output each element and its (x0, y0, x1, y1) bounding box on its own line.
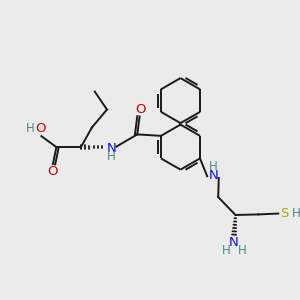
Text: N: N (229, 236, 239, 249)
Text: N: N (106, 142, 116, 155)
Text: O: O (47, 165, 58, 178)
Text: O: O (36, 122, 46, 135)
Text: H: H (107, 150, 116, 163)
Text: H: H (238, 244, 246, 257)
Text: N: N (209, 169, 218, 182)
Text: H: H (209, 160, 218, 173)
Text: O: O (135, 103, 146, 116)
Text: H: H (26, 122, 35, 135)
Text: S: S (280, 207, 289, 220)
Text: H: H (292, 207, 300, 220)
Text: H: H (222, 244, 231, 257)
